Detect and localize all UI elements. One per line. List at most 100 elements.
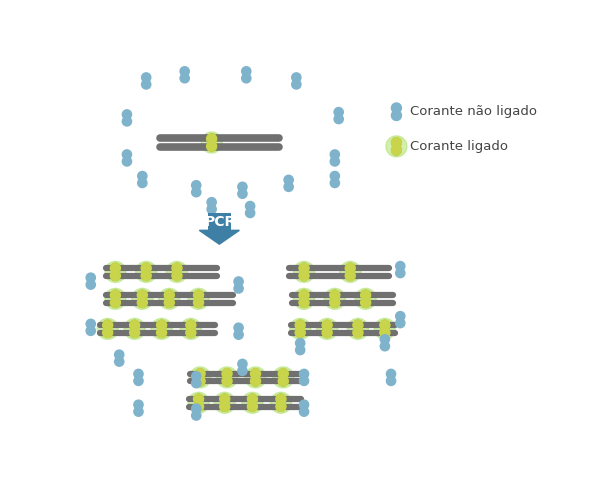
Bar	[175, 268, 178, 276]
Circle shape	[122, 117, 131, 126]
Circle shape	[330, 290, 340, 300]
Circle shape	[207, 134, 216, 144]
Bar	[195, 376, 198, 383]
Circle shape	[276, 394, 286, 404]
Bar	[241, 187, 244, 194]
Bar	[195, 409, 198, 415]
Circle shape	[322, 328, 332, 337]
Circle shape	[250, 376, 260, 386]
Circle shape	[238, 189, 247, 199]
Circle shape	[192, 411, 201, 420]
Ellipse shape	[166, 261, 188, 282]
Ellipse shape	[324, 288, 346, 309]
Bar	[399, 316, 402, 323]
Circle shape	[192, 181, 201, 190]
Circle shape	[195, 369, 205, 379]
Bar	[210, 202, 213, 209]
Circle shape	[334, 107, 343, 117]
Bar	[195, 185, 198, 192]
Circle shape	[361, 290, 371, 300]
Circle shape	[361, 297, 371, 308]
Ellipse shape	[289, 319, 311, 339]
Bar	[333, 295, 336, 303]
Circle shape	[284, 175, 293, 185]
Circle shape	[299, 271, 309, 281]
Bar	[168, 295, 171, 303]
Circle shape	[186, 320, 196, 330]
Circle shape	[222, 376, 232, 386]
Circle shape	[137, 178, 147, 187]
Bar	[241, 364, 244, 371]
Circle shape	[295, 346, 305, 355]
Circle shape	[157, 328, 166, 337]
Circle shape	[192, 372, 201, 381]
Circle shape	[194, 402, 204, 412]
Bar	[238, 328, 240, 335]
Circle shape	[330, 150, 339, 159]
Circle shape	[276, 402, 286, 412]
Ellipse shape	[136, 261, 157, 282]
Circle shape	[330, 172, 339, 181]
Polygon shape	[200, 230, 239, 244]
Circle shape	[391, 145, 402, 155]
Ellipse shape	[317, 319, 338, 339]
Bar	[395, 108, 398, 116]
Bar	[223, 399, 226, 406]
Circle shape	[295, 338, 305, 348]
Ellipse shape	[151, 319, 172, 339]
Circle shape	[396, 262, 405, 271]
Ellipse shape	[188, 288, 209, 309]
Bar	[145, 268, 148, 276]
Circle shape	[396, 268, 405, 278]
Circle shape	[380, 342, 390, 351]
Circle shape	[300, 400, 309, 409]
Circle shape	[234, 277, 243, 286]
Circle shape	[234, 330, 243, 339]
Bar	[390, 374, 393, 381]
Bar	[106, 325, 109, 333]
Bar	[199, 374, 201, 381]
Bar	[303, 268, 305, 276]
Circle shape	[238, 359, 247, 369]
Circle shape	[391, 110, 402, 120]
Ellipse shape	[214, 392, 235, 413]
Circle shape	[219, 394, 230, 404]
Circle shape	[180, 67, 189, 76]
Bar	[280, 399, 282, 406]
Circle shape	[122, 157, 131, 166]
Bar	[118, 355, 121, 362]
Circle shape	[284, 182, 293, 191]
Circle shape	[299, 297, 309, 308]
Bar	[395, 143, 398, 150]
Circle shape	[207, 141, 216, 151]
Bar	[226, 374, 229, 381]
Circle shape	[396, 311, 405, 321]
Circle shape	[194, 394, 204, 404]
Bar	[89, 324, 92, 331]
Bar	[333, 176, 336, 183]
Circle shape	[86, 280, 95, 289]
Circle shape	[238, 182, 247, 191]
Ellipse shape	[189, 367, 210, 388]
Ellipse shape	[180, 319, 201, 339]
Circle shape	[245, 201, 254, 211]
Circle shape	[219, 402, 230, 412]
Bar	[384, 339, 386, 346]
Bar	[299, 325, 302, 333]
Bar	[249, 206, 251, 213]
Circle shape	[141, 263, 151, 273]
Circle shape	[186, 328, 196, 337]
Ellipse shape	[355, 288, 376, 309]
Bar	[356, 325, 359, 333]
Bar	[303, 405, 305, 412]
Circle shape	[194, 290, 204, 300]
Ellipse shape	[374, 319, 396, 339]
Circle shape	[278, 369, 288, 379]
Circle shape	[195, 376, 205, 386]
Bar	[160, 325, 163, 333]
Ellipse shape	[273, 367, 294, 388]
Circle shape	[330, 178, 339, 187]
Bar	[137, 405, 140, 412]
Circle shape	[234, 323, 243, 333]
Circle shape	[172, 271, 182, 281]
